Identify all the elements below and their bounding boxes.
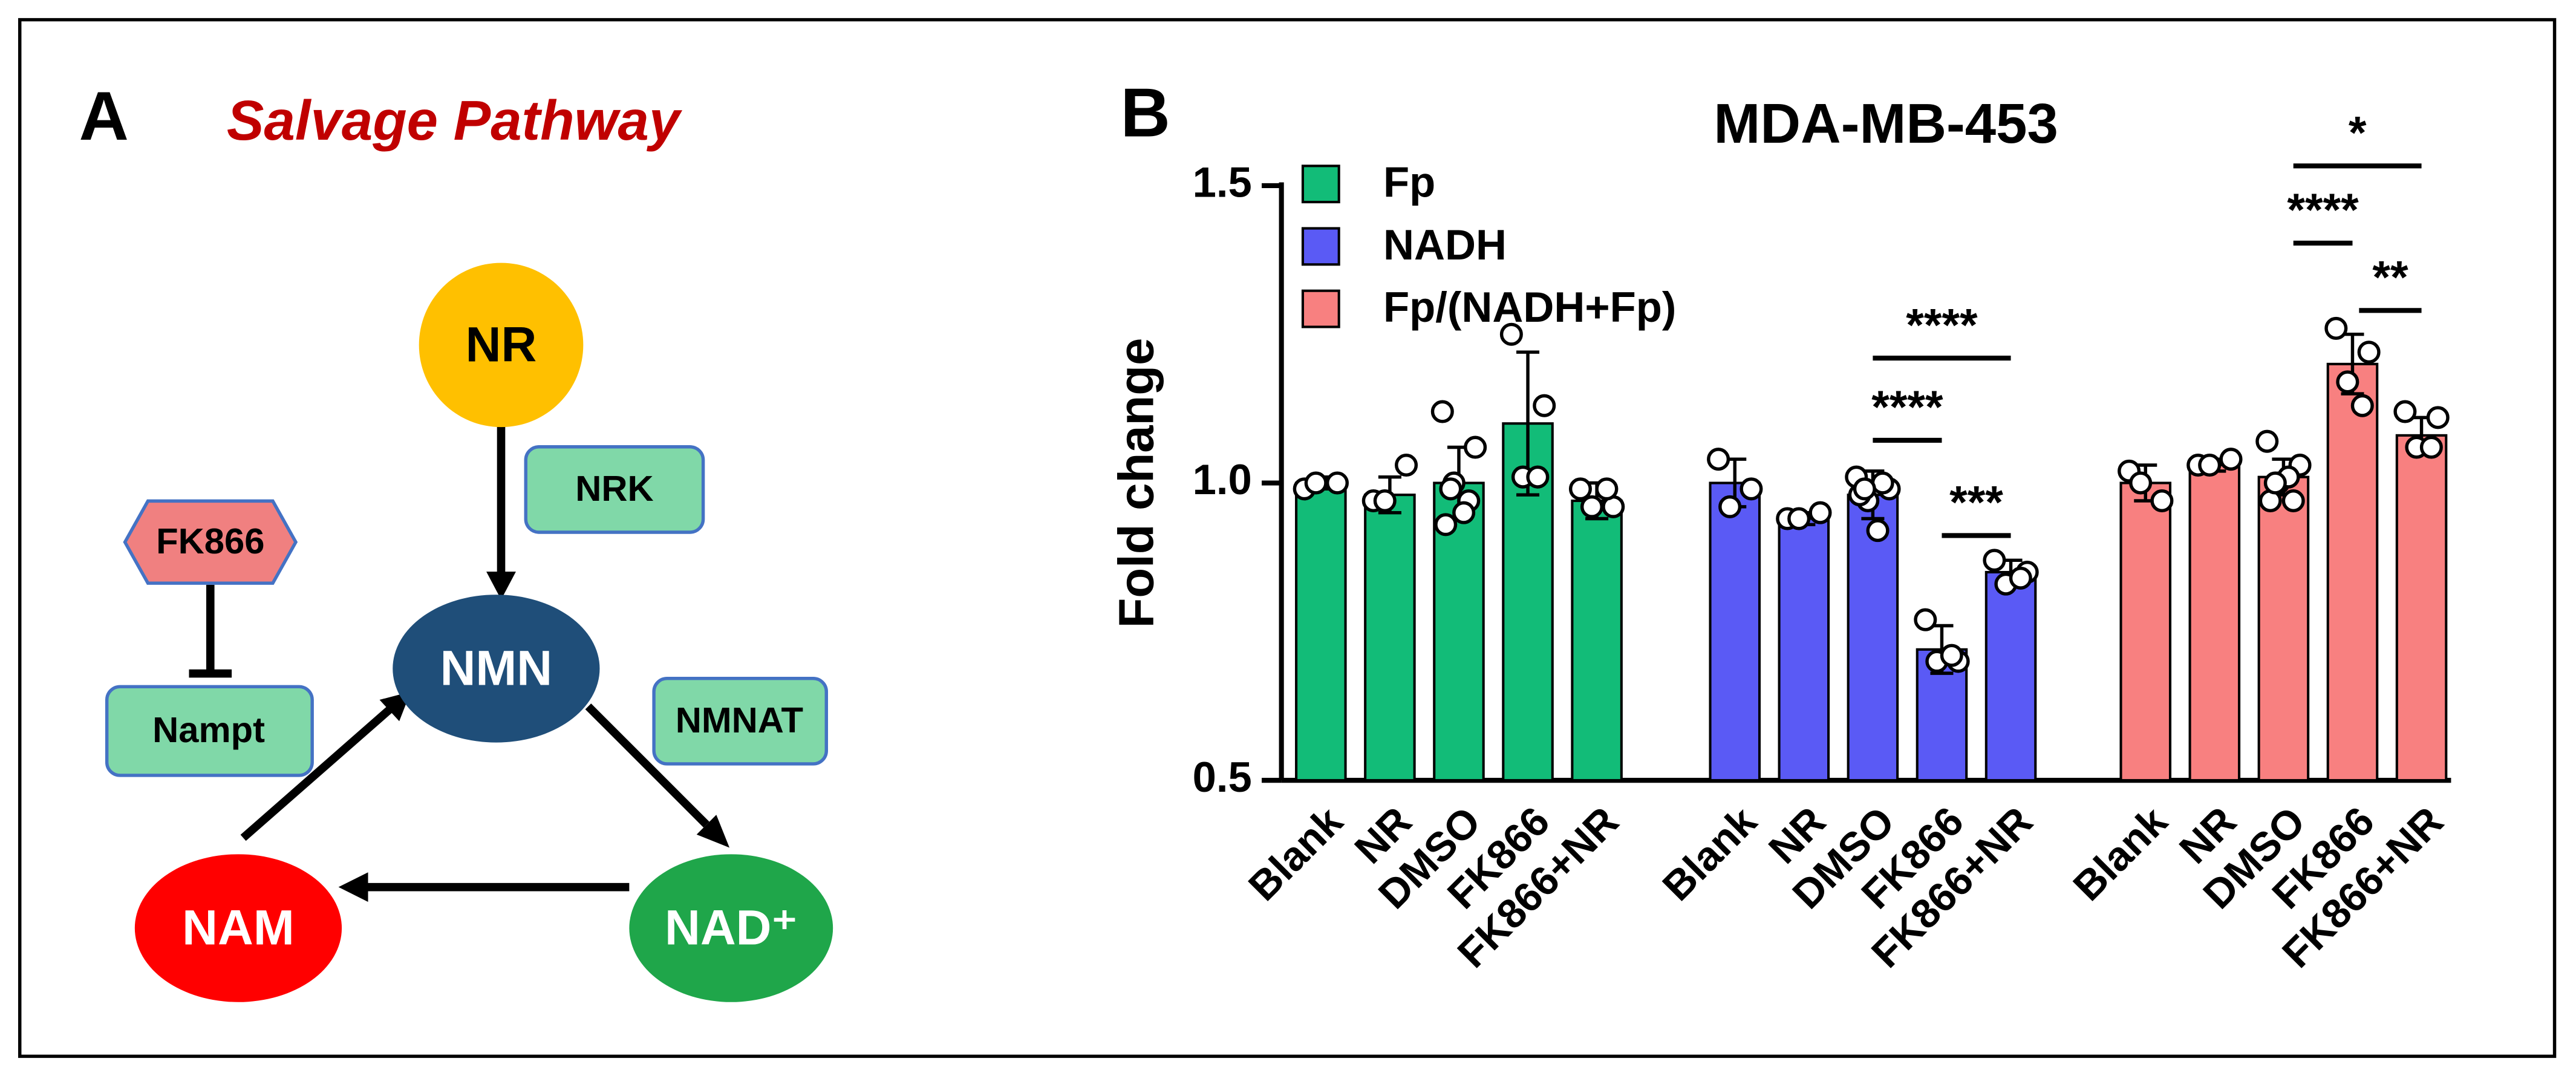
bar bbox=[1778, 517, 1830, 782]
data-point bbox=[1395, 454, 1418, 477]
data-point bbox=[1430, 400, 1454, 423]
data-point bbox=[1434, 513, 1458, 536]
significance-label: ** bbox=[2372, 252, 2408, 304]
data-point bbox=[1499, 322, 1523, 346]
y-tick-label: 1.0 bbox=[1193, 455, 1252, 503]
data-point bbox=[2357, 341, 2381, 364]
legend-swatch bbox=[1301, 165, 1340, 204]
data-point bbox=[1983, 549, 2006, 572]
data-point bbox=[1718, 495, 1742, 518]
bar bbox=[2119, 481, 2172, 782]
x-tick-label: Blank bbox=[1654, 798, 1766, 910]
data-point bbox=[1940, 644, 1963, 667]
border bbox=[18, 18, 2557, 1058]
arrows bbox=[189, 423, 709, 892]
bar bbox=[2326, 362, 2379, 782]
bar bbox=[2395, 434, 2448, 782]
bar bbox=[1984, 570, 2037, 782]
data-point bbox=[1787, 507, 1811, 530]
bar bbox=[1571, 499, 1623, 782]
data-point bbox=[1526, 465, 1550, 489]
significance-label: * bbox=[2349, 108, 2367, 159]
data-point bbox=[1373, 489, 1397, 513]
node-label: NAM bbox=[182, 901, 295, 956]
panel-label: B bbox=[1120, 75, 1170, 152]
data-point bbox=[2129, 471, 2153, 495]
significance-label: *** bbox=[1949, 477, 2003, 529]
data-point bbox=[2336, 370, 2359, 394]
data-point bbox=[1580, 495, 1603, 518]
significance-label: **** bbox=[1906, 299, 1978, 351]
panel-label: A bbox=[79, 78, 129, 155]
data-point bbox=[2263, 471, 2287, 495]
node bbox=[652, 677, 829, 766]
data-point bbox=[1740, 477, 1763, 501]
node-label: NRK bbox=[575, 468, 653, 509]
node-label: NR bbox=[466, 317, 537, 372]
legend-label: NADH bbox=[1383, 221, 1507, 269]
bar bbox=[2188, 463, 2241, 782]
node bbox=[419, 262, 584, 428]
data-point bbox=[1568, 477, 1592, 501]
data-point bbox=[1325, 471, 1349, 495]
data-point bbox=[2281, 489, 2305, 513]
data-point bbox=[1853, 477, 1876, 501]
chart-title: MDA-MB-453 bbox=[1714, 92, 2058, 155]
node bbox=[629, 854, 833, 1002]
node bbox=[524, 445, 705, 534]
node-label: Nampt bbox=[152, 709, 265, 750]
legend-swatch bbox=[1301, 289, 1340, 328]
x-tick-label: Blank bbox=[2065, 798, 2176, 910]
data-point bbox=[1707, 448, 1730, 471]
diagram-title: Salvage Pathway bbox=[227, 89, 683, 152]
data-point bbox=[2393, 400, 2417, 423]
data-point bbox=[1914, 608, 1937, 631]
data-point bbox=[1866, 519, 1890, 543]
node-label: NAD⁺ bbox=[665, 901, 798, 956]
legend-label: Fp/(NADH+Fp) bbox=[1383, 283, 1676, 331]
legend-label: Fp bbox=[1383, 158, 1435, 206]
data-point bbox=[1439, 477, 1462, 501]
legend-swatch bbox=[1301, 227, 1340, 266]
data-point bbox=[1452, 501, 1476, 524]
data-point bbox=[1595, 477, 1619, 501]
data-point bbox=[1808, 501, 1832, 524]
data-point bbox=[2255, 429, 2279, 453]
node bbox=[123, 499, 298, 585]
bar bbox=[1709, 481, 1761, 782]
data-point bbox=[1533, 394, 1556, 417]
node bbox=[393, 595, 600, 743]
data-point bbox=[2419, 435, 2443, 459]
bar bbox=[2257, 475, 2310, 782]
x-tick-label: Blank bbox=[1241, 798, 1352, 910]
data-point bbox=[2150, 489, 2174, 513]
data-point bbox=[2324, 316, 2348, 340]
data-point bbox=[2350, 394, 2374, 417]
y-tick-label: 0.5 bbox=[1193, 753, 1252, 801]
node-label: FK866 bbox=[156, 521, 264, 561]
node bbox=[134, 854, 342, 1002]
node-label: NMN bbox=[440, 641, 553, 696]
bar bbox=[1364, 494, 1416, 782]
data-point bbox=[2219, 448, 2243, 471]
bar bbox=[1847, 494, 1899, 782]
data-point bbox=[2198, 454, 2222, 477]
data-point bbox=[2426, 406, 2450, 429]
node bbox=[105, 685, 314, 777]
significance-label: **** bbox=[2287, 184, 2359, 236]
data-point bbox=[1464, 435, 1487, 459]
node-label: NMNAT bbox=[676, 700, 803, 740]
bar bbox=[1295, 481, 1347, 782]
data-point bbox=[1304, 471, 1328, 495]
y-axis-label: Fold change bbox=[1109, 338, 1164, 628]
y-tick-label: 1.5 bbox=[1193, 158, 1252, 206]
data-point bbox=[2009, 566, 2032, 590]
significance-label: **** bbox=[1871, 382, 1943, 433]
